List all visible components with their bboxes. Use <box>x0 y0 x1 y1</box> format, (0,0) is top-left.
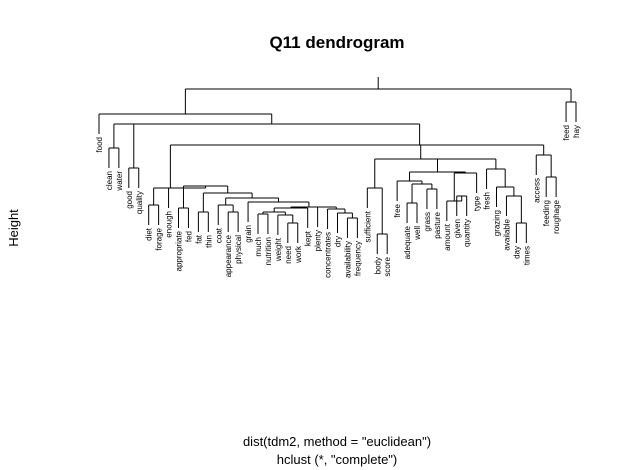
leaf-label-given: given <box>453 219 462 238</box>
leaf-label-kept: kept <box>304 230 313 246</box>
leaf-label-weight: weight <box>274 237 283 262</box>
leaf-label-physical: physical <box>234 235 243 264</box>
leaf-label-quality: quality <box>135 191 144 214</box>
leaf-label-score: score <box>383 256 392 276</box>
leaf-label-appearance: appearance <box>224 234 233 277</box>
leaf-label-feed: feed <box>562 125 571 141</box>
dendrogram-branches <box>98 77 577 254</box>
leaf-label-roughage: roughage <box>552 199 561 233</box>
leaf-label-free: free <box>393 203 402 217</box>
leaf-label-appropriate: appropriate <box>175 230 184 271</box>
leaf-label-plenty: plenty <box>314 230 323 251</box>
leaf-label-day: day <box>512 246 521 259</box>
leaf-label-thin: thin <box>204 235 213 248</box>
leaf-label-clean: clean <box>105 171 114 190</box>
leaf-label-forage: forage <box>155 227 164 250</box>
leaf-label-enough: enough <box>165 211 174 238</box>
leaf-label-need: need <box>284 246 293 264</box>
leaf-label-coat: coat <box>214 227 223 243</box>
leaf-label-available: available <box>502 218 511 250</box>
x-axis-subtitle-line-2: hclust (*, "complete") <box>277 452 398 467</box>
leaf-label-nutrition: nutrition <box>264 237 273 265</box>
x-axis-subtitle-line-1: dist(tdm2, method = "euclidean") <box>243 434 431 449</box>
leaf-label-body: body <box>373 257 382 274</box>
leaf-label-access: access <box>532 178 541 203</box>
leaf-label-feeding: feeding <box>542 200 551 226</box>
leaf-label-fresh: fresh <box>483 192 492 210</box>
leaf-label-grass: grass <box>423 212 432 232</box>
leaf-label-water: water <box>115 171 124 192</box>
leaf-label-dry: dry <box>334 236 343 247</box>
leaf-label-grazing: grazing <box>493 210 502 236</box>
leaf-label-pasture: pasture <box>433 211 442 238</box>
leaf-label-good: good <box>125 191 134 209</box>
leaf-label-frequency: frequency <box>353 241 362 276</box>
leaf-label-type: type <box>473 195 482 211</box>
leaf-label-amount: amount <box>443 223 452 250</box>
leaf-label-diet: diet <box>145 227 154 241</box>
leaf-label-well: well <box>413 226 422 241</box>
leaf-label-quantity: quantity <box>463 219 472 247</box>
leaf-label-sufficient: sufficient <box>363 210 372 242</box>
chart-title: Q11 dendrogram <box>269 33 404 52</box>
leaf-label-hay: hay <box>572 125 581 138</box>
leaf-label-food: food <box>95 137 104 153</box>
leaf-label-concentrates: concentrates <box>324 232 333 278</box>
leaf-label-grain: grain <box>244 225 253 243</box>
leaf-label-availability: availability <box>343 241 352 278</box>
y-axis-label: Height <box>6 209 21 247</box>
leaf-label-much: much <box>254 237 263 257</box>
leaf-label-fed: fed <box>184 231 193 242</box>
leaf-label-adequate: adequate <box>403 225 412 259</box>
leaf-label-work: work <box>294 245 303 264</box>
leaf-label-fat: fat <box>194 234 203 244</box>
leaf-label-times: times <box>522 246 531 265</box>
